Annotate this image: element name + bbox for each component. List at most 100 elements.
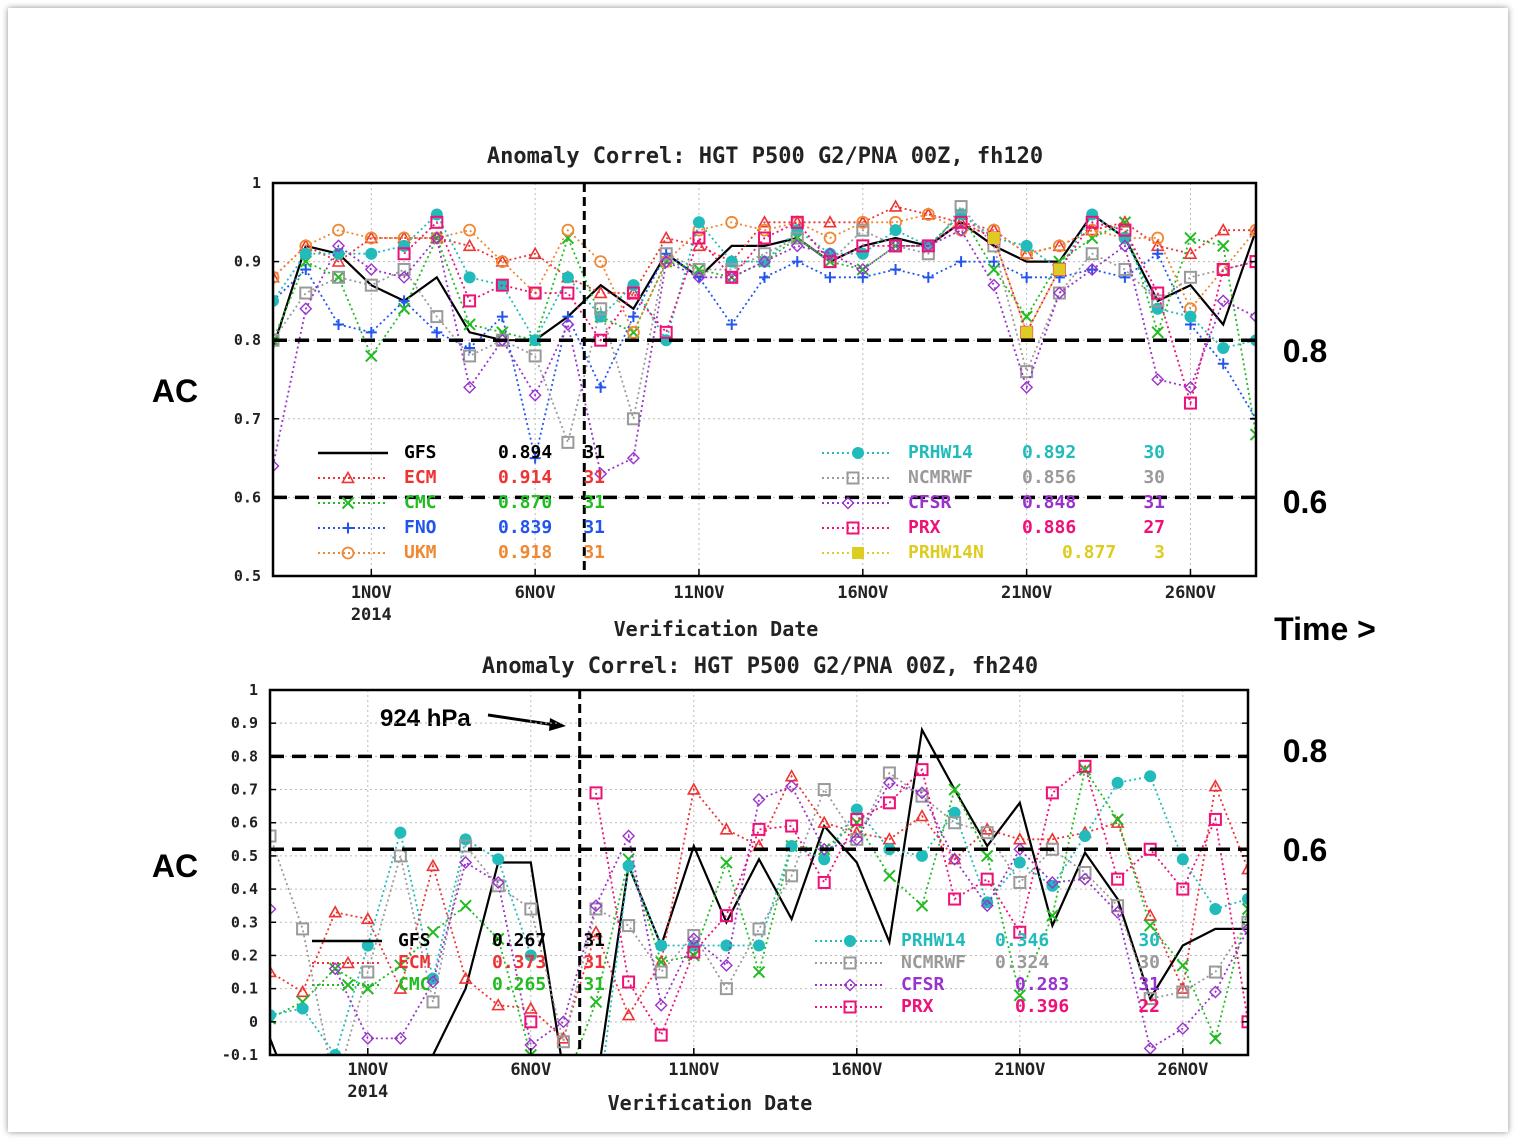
point-fno: [890, 263, 902, 275]
legend-entry-gfs: GFS 0.267 31: [312, 930, 605, 951]
point-fno: [398, 295, 410, 307]
point-ukm: [758, 223, 771, 237]
point-cfsr: [561, 317, 575, 331]
point-prhw14: [492, 853, 505, 866]
point-prhw14: [273, 294, 279, 307]
point-prx: [921, 239, 935, 253]
legend-entry-ncmrwf: NCMRWF 0.856 30: [822, 467, 1165, 488]
point-ecm: [528, 246, 542, 259]
legend-entry-prx: PRX 0.396 22: [815, 996, 1160, 1017]
legend-marker: [341, 978, 355, 992]
point-cmc: [1143, 919, 1157, 932]
legend-count: 30: [1138, 930, 1160, 951]
point-ecm: [429, 230, 444, 244]
point-ecm: [491, 998, 506, 1011]
point-ecm: [593, 285, 608, 299]
point-ncmrwf: [915, 789, 929, 803]
legend-name: PRHW14: [908, 442, 973, 463]
point-ecm: [495, 254, 510, 267]
point-cmc: [915, 899, 929, 912]
point-ukm: [725, 215, 739, 229]
point-ecm: [462, 238, 477, 252]
point-ukm: [627, 325, 640, 339]
point-cfsr: [1085, 262, 1099, 276]
point-ukm: [1053, 239, 1066, 253]
point-prhw14: [818, 853, 831, 866]
legend-score: 0.346: [995, 930, 1049, 951]
point-prhw14: [329, 1049, 342, 1055]
point-prx: [659, 325, 673, 339]
legend-top: GFS 0.894 31 ECM 0.914 31 CMC 0.870 31 FNO 0.839 31…: [318, 442, 1165, 563]
chart-title-bottom: Anomaly Correl: HGT P500 G2/PNA 00Z, fh2…: [482, 654, 1038, 679]
point-prhw14n: [987, 232, 1000, 245]
x-tick-label: 21NOV: [994, 1060, 1045, 1080]
legend-score: 0.373: [492, 952, 546, 973]
point-ncmrwf: [954, 200, 968, 214]
point-cfsr: [1249, 310, 1256, 324]
point-cfsr: [987, 278, 1001, 292]
point-cfsr: [823, 247, 837, 261]
legend-score: 0.848: [1022, 492, 1076, 513]
x-axis-label-bottom: Verification Date: [608, 1091, 813, 1115]
series-line-ecm: [273, 205, 1256, 294]
point-cfsr: [1052, 286, 1066, 300]
point-ncmrwf: [654, 965, 668, 979]
plot-frame-top: [271, 181, 1258, 578]
point-prhw14: [627, 279, 640, 292]
point-cmc: [987, 263, 1001, 276]
legend-marker: [846, 521, 860, 535]
legend-entry-ncmrwf: NCMRWF 0.324 30: [815, 952, 1160, 973]
point-ncmrwf: [299, 286, 313, 300]
point-fno: [1152, 248, 1164, 260]
legend-name: FNO: [404, 517, 437, 538]
legend-marker: [341, 546, 355, 560]
point-cfsr: [1216, 294, 1230, 308]
point-ncmrwf: [1176, 985, 1190, 999]
y-tick-label: 0.4: [231, 880, 258, 898]
point-cmc: [1013, 989, 1027, 1002]
x-tick-label: 16NOV: [837, 583, 888, 603]
legend-score: 0.918: [498, 542, 552, 563]
chart-title-top: Anomaly Correl: HGT P500 G2/PNA 00Z, fh1…: [487, 144, 1043, 169]
point-fno: [1021, 271, 1033, 283]
y-tick-label: 0.7: [234, 410, 261, 428]
legend-count: 22: [1138, 996, 1160, 1017]
point-cfsr: [1143, 1041, 1157, 1055]
point-ecm: [589, 925, 603, 938]
point-prhw14: [524, 949, 537, 962]
point-ecm: [458, 971, 473, 984]
legend-count: 31: [583, 542, 605, 563]
point-prhw14: [1013, 856, 1026, 869]
point-ukm: [561, 223, 575, 237]
point-ncmrwf: [330, 1083, 341, 1094]
legend-count: 31: [583, 467, 605, 488]
legend-score: 0.324: [995, 952, 1049, 973]
point-cmc: [1078, 763, 1092, 776]
point-cfsr: [332, 239, 346, 253]
point-cfsr: [1151, 373, 1165, 386]
point-prhw14: [720, 939, 733, 952]
point-cmc: [1249, 428, 1256, 441]
legend-marker: [852, 447, 864, 459]
point-ecm: [947, 852, 962, 865]
legend-entry-ecm: ECM 0.914 31: [318, 467, 605, 488]
point-ncmrwf: [491, 879, 505, 893]
point-ncmrwf: [882, 766, 896, 780]
legend-count: 31: [1138, 974, 1160, 995]
point-cmc: [1020, 310, 1033, 323]
legend-score: 0.283: [1015, 974, 1069, 995]
point-fno: [1119, 271, 1131, 283]
point-ncmrwf: [980, 826, 994, 840]
point-prx: [1078, 759, 1092, 773]
legend-name: ECM: [404, 467, 437, 488]
point-cmc: [948, 783, 961, 796]
legend-score: 0.894: [498, 442, 552, 463]
point-cmc: [692, 263, 706, 276]
y-tick-label: 1: [252, 174, 261, 192]
point-ncmrwf: [332, 270, 346, 284]
point-cfsr: [1045, 875, 1059, 889]
point-cfsr: [687, 932, 701, 946]
point-prx: [948, 892, 962, 906]
